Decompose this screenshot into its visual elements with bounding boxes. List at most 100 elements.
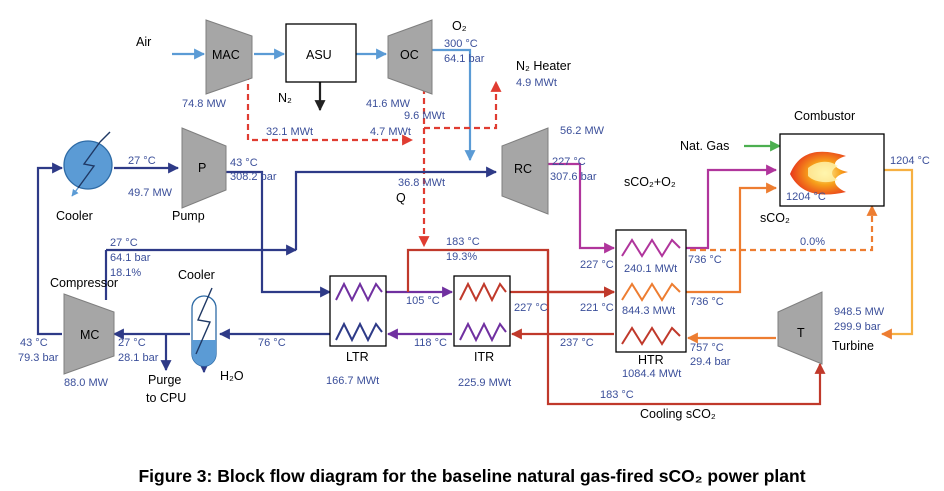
q-mac: 32.1 MWt (266, 126, 313, 138)
equipment: MAC ASU OC P RC MC T LTR (63, 19, 885, 375)
asu-label: ASU (306, 48, 332, 62)
turbine-symbol: T (797, 326, 805, 340)
turbine-power: 948.5 MW (834, 306, 885, 318)
o2-temp: 300 °C (444, 38, 478, 50)
q-label: Q (396, 191, 406, 205)
sco2-o2-label: sCO₂+O₂ (624, 175, 676, 189)
itr-bypass-fraction: 19.3% (446, 251, 477, 263)
figure-caption: Figure 3: Block flow diagram for the bas… (138, 466, 805, 486)
htr-o2-in-temp: 227 °C (580, 259, 614, 271)
pump-out-pressure: 308.2 bar (230, 171, 277, 183)
itr-hot-out-temp: 118 °C (414, 337, 447, 349)
htr-top-out-temp: 736 °C (688, 254, 722, 266)
htr-exchanger (615, 229, 687, 353)
turbine-exh-pressure: 29.4 bar (690, 356, 731, 368)
htr-top-duty: 240.1 MWt (624, 263, 677, 275)
itr-label: ITR (474, 350, 494, 364)
cooling-fraction: 0.0% (800, 236, 825, 248)
pump-symbol: P (198, 161, 206, 175)
mc-in-temp: 27 °C (118, 337, 146, 349)
q-oc: 4.7 MWt (370, 126, 411, 138)
mc-to-cooler-stream (36, 162, 64, 336)
rc-label: RC (514, 162, 532, 176)
mac-heat-line (246, 74, 414, 146)
cooling-stream (546, 250, 826, 406)
ltr-label: LTR (346, 350, 369, 364)
mc-out-temp: 43 °C (20, 337, 48, 349)
purge-label: Purge (148, 373, 181, 387)
o2-label: O₂ (452, 19, 467, 33)
combustor-label: Combustor (794, 109, 855, 123)
mc-out-pressure: 79.3 bar (18, 352, 59, 364)
cooler-left-label: Cooler (56, 209, 93, 223)
n2-label: N₂ (278, 91, 292, 105)
rc-out-pressure: 307.6 bar (550, 171, 597, 183)
htr-mid-duty: 844.3 MWt (622, 305, 675, 317)
turbine (777, 291, 823, 365)
pump-name-label: Pump (172, 209, 205, 223)
htr-mid-out-temp: 736 °C (690, 296, 724, 308)
ltr-out-temp: 76 °C (258, 337, 286, 349)
htr-to-combustor-sco2 (684, 182, 778, 294)
oc-label: OC (400, 48, 419, 62)
htr-bot-duty: 1084.4 MWt (622, 368, 681, 380)
mac-compressor (205, 19, 253, 95)
mc-compressor (63, 293, 115, 375)
htr-in-temp-221: 221 °C (580, 302, 614, 314)
n2-heater-duty: 4.9 MWt (516, 77, 557, 89)
air-label: Air (136, 35, 151, 49)
purge-label-2: to CPU (146, 391, 186, 405)
combustor-temp: 1204 °C (786, 191, 826, 203)
mc-label: MC (80, 328, 99, 342)
flame-icon (790, 151, 848, 195)
pump-out-temp: 43 °C (230, 157, 258, 169)
split-fraction: 18.1% (110, 267, 141, 279)
n2-heater-label: N₂ Heater (516, 59, 571, 73)
htr-label: HTR (638, 353, 664, 367)
ltr-duty: 166.7 MWt (326, 375, 379, 387)
combustor-out-temp: 1204 °C (890, 155, 930, 167)
itr-cold-in-temp: 105 °C (406, 295, 440, 307)
sco2-label: sCO₂ (760, 211, 790, 225)
itr-bypass-temp: 183 °C (446, 236, 480, 248)
left-cooler-coil (77, 141, 101, 189)
h2o-label: H₂O (220, 369, 244, 383)
split-temp: 27 °C (110, 237, 138, 249)
cooling-sco2-label: Cooling sCO₂ (640, 407, 716, 421)
turbine-in-pressure: 299.9 bar (834, 321, 881, 333)
htr-hot-out-temp: 237 °C (560, 337, 594, 349)
turbine-exh-temp: 757 °C (690, 342, 724, 354)
oc-compressor (387, 19, 433, 95)
mac-label: MAC (212, 48, 240, 62)
itr-duty: 225.9 MWt (458, 377, 511, 389)
mac-power: 74.8 MW (182, 98, 227, 110)
q-total: 36.8 MWt (398, 177, 445, 189)
combustor-to-turbine-stream (880, 168, 914, 340)
turbine-name-label: Turbine (832, 339, 874, 353)
rc-out-temp: 227 °C (552, 156, 586, 168)
o2-pressure: 64.1 bar (444, 53, 485, 65)
htr-to-combustor-stream (684, 164, 778, 250)
rc-to-htr-stream (548, 162, 616, 254)
cooler-duty: 49.7 MW (128, 187, 173, 199)
cooling-to-combustor (690, 204, 878, 252)
cooling-temp: 183 °C (600, 389, 634, 401)
pump (181, 127, 227, 209)
asu-box (285, 23, 357, 83)
ltr-exchanger (329, 275, 387, 347)
cooler-temp: 27 °C (128, 155, 156, 167)
compressor-label: Compressor (50, 276, 118, 290)
streams (36, 48, 914, 406)
o2-stream (432, 48, 476, 162)
labels: Air O₂ N₂ N₂ Heater Combustor Nat. Gas C… (18, 19, 930, 421)
mid-cooler-coil (195, 287, 213, 355)
split-pressure: 64.1 bar (110, 252, 151, 264)
split-to-rc-stream (294, 166, 498, 250)
nat-gas-label: Nat. Gas (680, 139, 729, 153)
itr-temp-227: 227 °C (514, 302, 548, 314)
rc-power: 56.2 MW (560, 125, 605, 137)
itr-bypass-stream (406, 248, 616, 298)
itr-exchanger (453, 275, 511, 347)
cooler-mid-label: Cooler (178, 268, 215, 282)
